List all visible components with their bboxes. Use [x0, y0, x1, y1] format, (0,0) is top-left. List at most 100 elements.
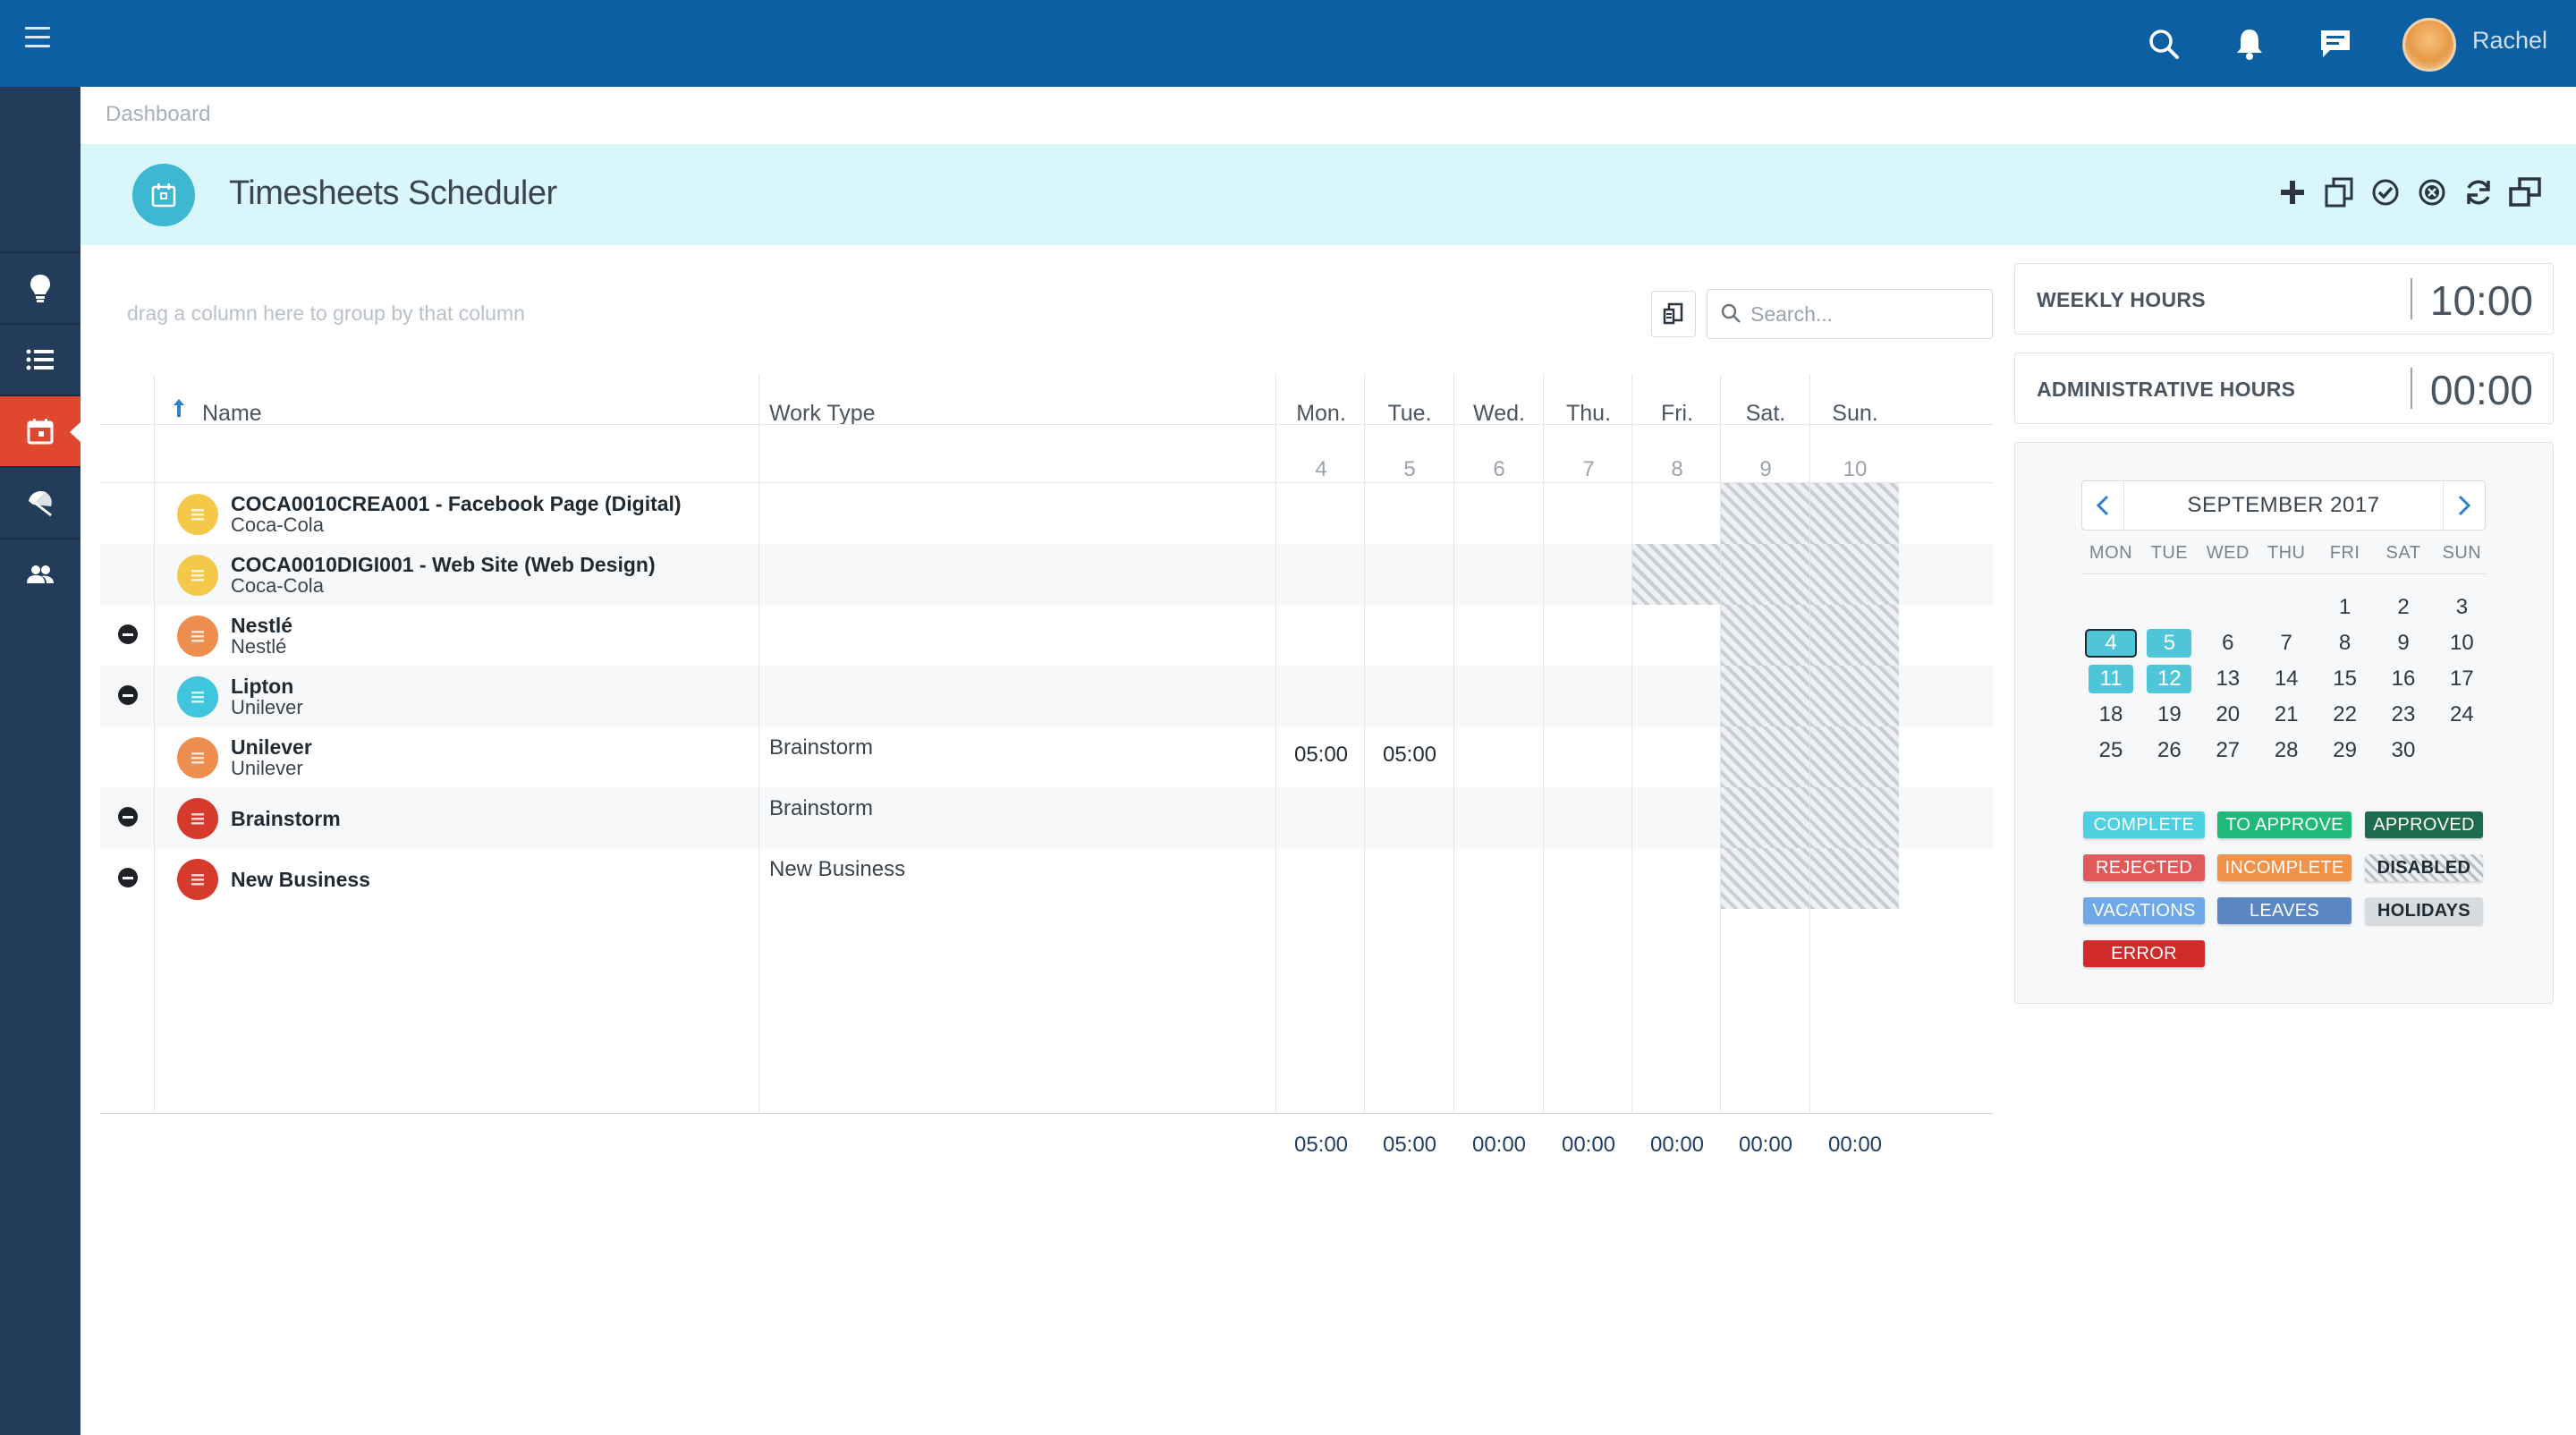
legend-disabled: DISABLED	[2365, 854, 2483, 881]
group-by-hint[interactable]: drag a column here to group by that colu…	[127, 301, 525, 325]
calendar-day[interactable]: 11	[2089, 665, 2133, 693]
table-row[interactable]: Brainstorm Brainstorm	[100, 787, 1993, 848]
breadcrumb[interactable]: Dashboard	[106, 102, 211, 126]
calendar-day[interactable]: 24	[2450, 702, 2474, 726]
table-row[interactable]: Unilever Unilever Brainstorm 05:00 05:00	[100, 726, 1993, 787]
calendar-day[interactable]: 22	[2333, 702, 2357, 726]
row-type-icon	[177, 737, 218, 778]
calendar-day[interactable]: 19	[2157, 702, 2182, 726]
calendar-icon	[27, 419, 54, 445]
calendar-day[interactable]: 21	[2274, 702, 2299, 726]
chat-icon[interactable]	[2315, 23, 2356, 64]
calendar-day[interactable]: 20	[2216, 702, 2241, 726]
windows-icon[interactable]	[2508, 174, 2542, 210]
calendar-day[interactable]: 1	[2338, 595, 2351, 619]
calendar-day[interactable]: 5	[2147, 629, 2192, 658]
bell-icon[interactable]	[2229, 23, 2270, 64]
calendar-day[interactable]: 4	[2085, 629, 2137, 658]
copy-icon[interactable]	[2322, 174, 2356, 210]
row-name[interactable]: COCA0010CREA001 - Facebook Page (Digital…	[231, 492, 682, 515]
collapse-icon[interactable]	[118, 868, 138, 887]
column-header-day[interactable]: Sun.	[1832, 400, 1878, 426]
timesheet-grid: COCA0010CREA001 - Facebook Page (Digital…	[100, 374, 1993, 1114]
add-icon[interactable]	[2275, 174, 2309, 210]
calendar-day[interactable]: 29	[2333, 738, 2357, 762]
calendar-weekday: TUE	[2150, 543, 2189, 563]
calendar-day[interactable]: 16	[2391, 667, 2416, 691]
calendar-day[interactable]: 30	[2391, 738, 2416, 762]
sidebar-item-ideas[interactable]	[0, 251, 80, 323]
calendar-day[interactable]: 13	[2216, 667, 2241, 691]
calendar-day[interactable]: 6	[2222, 631, 2234, 655]
table-row[interactable]: COCA0010DIGI001 - Web Site (Web Design) C…	[100, 544, 1993, 605]
calendar-day[interactable]: 14	[2274, 667, 2299, 691]
calendar-day[interactable]: 12	[2147, 665, 2192, 693]
column-divider	[1364, 374, 1365, 1113]
sidebar-item-list[interactable]	[0, 323, 80, 395]
column-header-work-type[interactable]: Work Type	[769, 400, 876, 426]
row-name[interactable]: Nestlé	[231, 614, 293, 637]
calendar-day[interactable]: 17	[2450, 667, 2474, 691]
refresh-icon[interactable]	[2462, 174, 2496, 210]
calendar-day[interactable]: 9	[2397, 631, 2410, 655]
calendar-day[interactable]: 8	[2338, 631, 2351, 655]
calendar-day[interactable]: 18	[2098, 702, 2123, 726]
search-icon	[1721, 303, 1741, 323]
calendar-day[interactable]: 10	[2450, 631, 2474, 655]
search-input[interactable]	[1750, 297, 1983, 331]
sort-ascending-icon[interactable]	[172, 397, 186, 419]
collapse-icon[interactable]	[118, 807, 138, 827]
column-header-day[interactable]: Sat.	[1745, 400, 1786, 426]
row-name[interactable]: Brainstorm	[231, 807, 341, 830]
row-work-type[interactable]: New Business	[769, 857, 906, 881]
column-header-day[interactable]: Wed.	[1473, 400, 1525, 426]
approve-icon[interactable]	[2368, 174, 2402, 210]
calendar-next-button[interactable]	[2444, 481, 2485, 530]
calendar-day[interactable]: 27	[2216, 738, 2241, 762]
avatar[interactable]	[2402, 18, 2456, 72]
calendar-weekday: WED	[2206, 543, 2250, 563]
calendar-day[interactable]: 2	[2397, 595, 2410, 619]
day-total: 05:00	[1293, 1133, 1349, 1157]
column-chooser-button[interactable]	[1651, 291, 1696, 337]
row-name[interactable]: Unilever	[231, 735, 312, 759]
column-header-day[interactable]: Tue.	[1387, 400, 1432, 426]
sidebar-item-scheduler[interactable]	[0, 395, 81, 466]
hours-cell[interactable]: 05:00	[1293, 743, 1349, 767]
calendar-day[interactable]: 23	[2391, 702, 2416, 726]
legend-vacations: VACATIONS	[2083, 897, 2205, 924]
calendar-title[interactable]: SEPTEMBER 2017	[2123, 481, 2444, 530]
column-header-name[interactable]: Name	[202, 400, 262, 426]
column-header-day[interactable]: Mon.	[1296, 400, 1346, 426]
admin-hours-label: ADMINISTRATIVE HOURS	[2037, 378, 2296, 401]
column-header-day[interactable]: Fri.	[1660, 400, 1694, 426]
table-row[interactable]: Nestlé Nestlé	[100, 605, 1993, 666]
menu-icon[interactable]	[25, 27, 50, 50]
calendar-day[interactable]: 3	[2455, 595, 2469, 619]
calendar-day[interactable]: 7	[2280, 631, 2292, 655]
row-work-type[interactable]: Brainstorm	[769, 735, 874, 760]
table-row[interactable]: New Business New Business	[100, 848, 1993, 909]
reject-icon[interactable]	[2415, 174, 2449, 210]
sidebar-item-vacations[interactable]	[0, 466, 80, 538]
collapse-icon[interactable]	[118, 624, 138, 644]
day-total: 05:00	[1382, 1133, 1437, 1157]
calendar-day[interactable]: 28	[2274, 738, 2299, 762]
calendar-day[interactable]: 25	[2098, 738, 2123, 762]
row-name[interactable]: Lipton	[231, 675, 294, 698]
table-row[interactable]: Lipton Unilever	[100, 666, 1993, 726]
table-row[interactable]: COCA0010CREA001 - Facebook Page (Digital…	[100, 483, 1993, 544]
row-name[interactable]: COCA0010DIGI001 - Web Site (Web Design)	[231, 553, 656, 576]
search-icon[interactable]	[2143, 23, 2184, 64]
row-name[interactable]: New Business	[231, 868, 370, 891]
calendar-day[interactable]: 26	[2157, 738, 2182, 762]
sidebar-item-users[interactable]	[0, 538, 80, 609]
disabled-cell	[1810, 605, 1899, 666]
column-header-day[interactable]: Thu.	[1565, 400, 1612, 426]
row-work-type[interactable]: Brainstorm	[769, 796, 874, 820]
hours-cell[interactable]: 05:00	[1382, 743, 1437, 767]
username[interactable]: Rachel	[2472, 27, 2548, 54]
collapse-icon[interactable]	[118, 685, 138, 705]
calendar-day[interactable]: 15	[2333, 667, 2357, 691]
calendar-prev-button[interactable]	[2082, 481, 2123, 530]
